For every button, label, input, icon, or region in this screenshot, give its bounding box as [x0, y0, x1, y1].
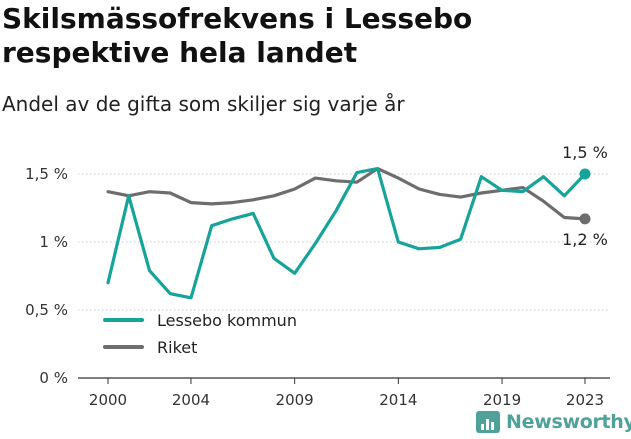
x-tick-label: 2004	[172, 391, 210, 409]
x-tick-label: 2009	[276, 391, 314, 409]
y-tick-label: 0 %	[39, 369, 68, 387]
x-tick-label: 2000	[89, 391, 127, 409]
end-point-lessebo	[579, 168, 591, 180]
end-point-riket	[579, 213, 591, 225]
legend-label: Lessebo kommun	[157, 311, 297, 330]
y-tick-label: 1,5 %	[25, 165, 68, 183]
chart-title: Skilsmässofrekvens i Lessebo respektive …	[2, 2, 473, 69]
y-tick-label: 1 %	[39, 233, 68, 251]
chart-icon	[476, 411, 500, 433]
chart-subtitle: Andel av de gifta som skiljer sig varje …	[2, 92, 405, 116]
y-tick-label: 0,5 %	[25, 301, 68, 319]
newsworthy-logo: Newsworthy	[476, 408, 631, 436]
logo-text: Newsworthy	[506, 411, 631, 433]
end-value-label: 1,5 %	[562, 143, 608, 162]
legend-label: Riket	[157, 338, 197, 357]
end-value-label: 1,2 %	[562, 230, 608, 249]
x-tick-label: 2019	[483, 391, 521, 409]
series-line-lessebo	[106, 167, 587, 300]
x-tick-label: 2023	[566, 391, 604, 409]
x-tick-label: 2014	[379, 391, 417, 409]
